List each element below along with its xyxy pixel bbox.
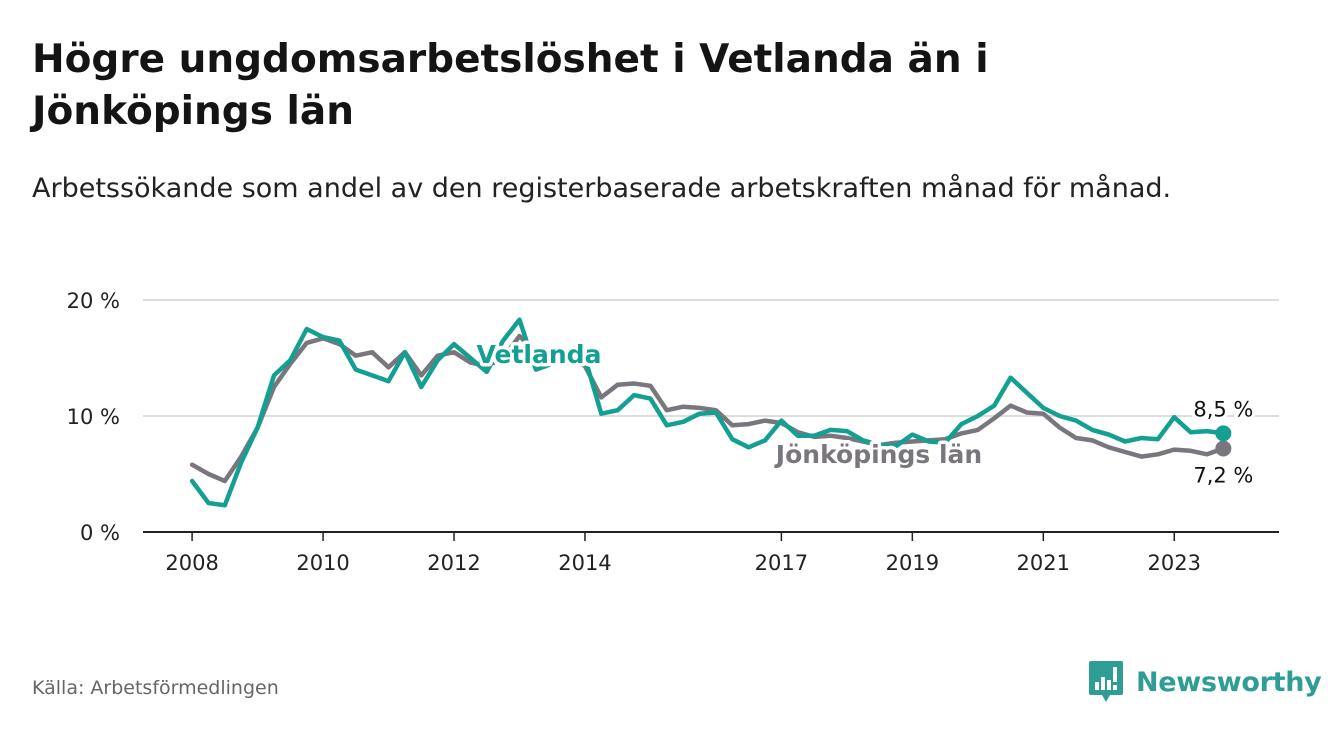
source-note: Källa: Arbetsförmedlingen (32, 677, 279, 699)
end-label-vetlanda: 8,5 % (1193, 397, 1253, 421)
series-lines (189, 317, 1232, 508)
end-point-vetlanda (1215, 425, 1232, 442)
chart-title: Högre ungdomsarbetslöshet i Vetlanda än … (32, 37, 989, 134)
series-label-vetlanda: Vetlanda (477, 340, 602, 369)
y-tick-label: 20 % (67, 289, 120, 313)
x-tick-label: 2023 (1148, 551, 1201, 575)
gridlines (143, 299, 1279, 417)
series-line-jonkopings-lan (189, 333, 1226, 484)
x-tick-label: 2008 (165, 551, 218, 575)
series-labels: Vetlanda Jönköpings län 8,5 % 7,2 % (473, 337, 1257, 491)
brand-name: Newsworthy (1136, 666, 1322, 698)
x-tick-label: 2017 (755, 551, 808, 575)
newsworthy-logo[interactable]: Newsworthy (1088, 660, 1322, 704)
y-axis: 0 % 10 % 20 % (67, 289, 120, 545)
series-line-vetlanda (189, 317, 1226, 508)
x-tick-label: 2010 (296, 551, 349, 575)
end-point-jonkopings-lan (1215, 440, 1232, 457)
chart-subtitle: Arbetssökande som andel av den registerb… (32, 173, 1172, 204)
x-axis: 2008 2010 2012 2014 2017 2019 2021 2023 (165, 532, 1201, 575)
line-chart: 0 % 10 % 20 % 2008 2010 2012 2014 2017 2019 2021… (67, 289, 1279, 575)
end-label-jonkopings-lan: 7,2 % (1193, 463, 1253, 487)
x-tick-label: 2019 (886, 551, 939, 575)
x-tick-label: 2014 (558, 551, 611, 575)
series-label-jonkopings-lan: Jönköpings län (774, 440, 982, 469)
y-tick-label: 10 % (67, 405, 120, 429)
y-tick-label: 0 % (80, 521, 120, 545)
newsworthy-logo-icon (1089, 661, 1123, 702)
x-tick-label: 2012 (427, 551, 480, 575)
x-tick-label: 2021 (1017, 551, 1070, 575)
